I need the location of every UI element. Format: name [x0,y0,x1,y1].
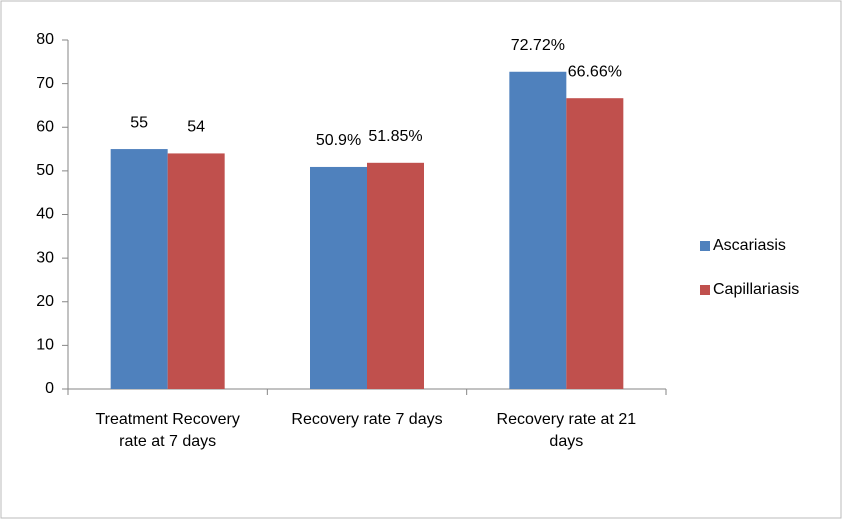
data-label: 55 [130,114,148,131]
y-tick-label: 60 [36,118,54,135]
bar [110,149,168,389]
x-tick-label: Treatment Recovery rate at 7 days [95,411,240,450]
bar [310,166,367,389]
y-tick-label: 20 [36,293,54,310]
data-label: 51.85% [368,128,422,145]
y-tick-label: 10 [36,337,54,354]
bar [509,71,567,389]
bar [167,153,225,389]
legend-swatch [700,285,710,295]
x-tick-label: Recovery rate 7 days [291,411,443,428]
legend-swatch [700,241,710,251]
bar [367,162,424,389]
data-label: 66.66% [568,63,622,80]
data-label: 54 [187,119,205,136]
legend-label: Ascariasis [713,237,786,254]
y-tick-label: 40 [36,206,54,223]
y-tick-label: 70 [36,75,54,92]
data-label: 50.9% [316,132,361,149]
legend-label: Capillariasis [713,281,799,298]
y-tick-label: 80 [36,31,54,48]
y-tick-label: 0 [45,380,54,397]
bar [566,98,624,390]
data-label: 72.72% [511,37,565,54]
y-tick-label: 50 [36,162,54,179]
y-tick-label: 30 [36,249,54,266]
x-tick-label: Recovery rate at 21 days [496,411,637,450]
